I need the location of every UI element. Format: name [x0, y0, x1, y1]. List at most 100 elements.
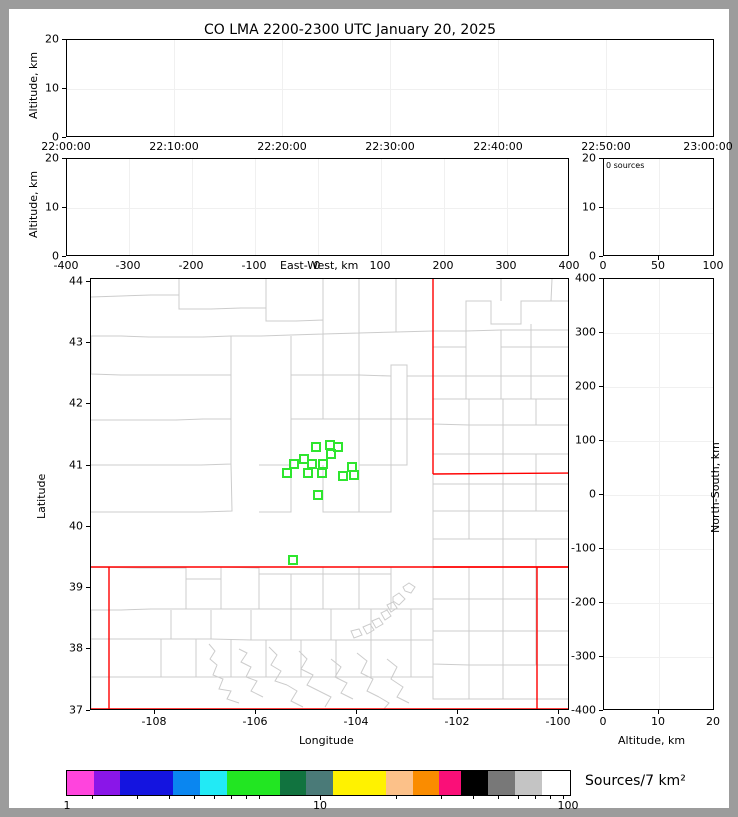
figure-canvas: CO LMA 2200-2300 UTC January 20, 2025 0 … [9, 9, 733, 812]
tick [86, 342, 90, 343]
colorbar-tick-label: 100 [557, 799, 579, 812]
axis-label-altitude: Altitude, km [27, 170, 40, 238]
tick [599, 207, 603, 208]
tick [86, 403, 90, 404]
xtick-label: -104 [343, 715, 369, 728]
axis-label-longitude: Longitude [299, 734, 354, 747]
tick [137, 796, 138, 799]
ytick-label: 20 [582, 151, 596, 165]
colorbar-tail [461, 771, 571, 795]
tick [214, 796, 215, 799]
colorbar-label: Sources/7 km² [585, 773, 686, 789]
east-west-height-panel[interactable] [66, 158, 569, 256]
colorbar-segment [359, 771, 387, 795]
ytick-label: 300 [575, 325, 596, 339]
ytick-label: 42 [69, 396, 83, 410]
lma-source-marker [288, 555, 298, 565]
tick [599, 548, 603, 549]
xtick-label: 20 [706, 715, 720, 728]
ytick-label: 10 [582, 200, 596, 214]
xtick-label: -200 [178, 259, 204, 272]
axis-label-north-south: North-South, km [709, 442, 722, 533]
map-geography [91, 279, 568, 709]
tick [599, 602, 603, 603]
ytick-label: -200 [571, 595, 596, 609]
plan-view-map-panel[interactable] [90, 278, 569, 710]
tick [154, 710, 155, 714]
lma-source-marker [303, 468, 313, 478]
xtick-label: 22:10:00 [149, 140, 199, 153]
tick [86, 587, 90, 588]
tick [320, 796, 321, 800]
tick [558, 710, 559, 714]
xtick-label: 200 [432, 259, 454, 272]
tick [62, 158, 66, 159]
lma-source-marker [326, 449, 336, 459]
colorbar-segment [461, 771, 488, 795]
xtick-label: 22:00:00 [41, 140, 91, 153]
xtick-label: 0 [599, 259, 607, 272]
colorbar-segment [146, 771, 174, 795]
colorbar-segment [279, 771, 307, 795]
ytick-label: 0 [589, 487, 596, 501]
tick [550, 796, 551, 799]
ytick-label: 100 [575, 433, 596, 447]
time-height-panel[interactable] [66, 39, 714, 137]
xtick-label: 22:40:00 [473, 140, 523, 153]
xtick-label: 22:30:00 [365, 140, 415, 153]
tick [86, 648, 90, 649]
tick [62, 88, 66, 89]
xtick-label: 10 [651, 715, 665, 728]
tick [255, 710, 256, 714]
ytick-label: 400 [575, 271, 596, 285]
ytick-label: 37 [69, 703, 83, 717]
ytick-label: 20 [45, 151, 59, 165]
tick [396, 796, 397, 799]
tick [231, 796, 232, 799]
tick [518, 796, 519, 799]
tick [62, 256, 66, 257]
lma-source-marker [282, 468, 292, 478]
ytick-label: 0 [52, 130, 59, 144]
lma-source-marker [289, 459, 299, 469]
colorbar-segment [200, 771, 227, 795]
tick [563, 796, 564, 799]
ytick-label: 0 [52, 249, 59, 263]
xtick-label: 22:20:00 [257, 140, 307, 153]
tick [194, 796, 195, 799]
lma-source-marker [333, 442, 343, 452]
tick [498, 796, 499, 799]
ytick-label: 0 [589, 249, 596, 263]
ytick-label: 20 [45, 32, 59, 46]
tick [62, 207, 66, 208]
xtick-label: 0 [313, 259, 321, 272]
colorbar-segment [226, 771, 254, 795]
xtick-label: -400 [53, 259, 79, 272]
tick [86, 710, 90, 711]
source-count-annotation: 0 sources [606, 161, 645, 170]
xtick-label: 23:00:00 [683, 140, 733, 153]
tick [441, 796, 442, 799]
altitude-histogram-panel[interactable]: 0 sources [603, 158, 714, 256]
ytick-label: -400 [571, 703, 596, 717]
ytick-label: 44 [69, 274, 83, 288]
xtick-label: 100 [702, 259, 724, 272]
tick [658, 256, 659, 260]
axis-label-east-west: East-West, km [280, 259, 359, 272]
lma-source-marker [349, 470, 359, 480]
xtick-label: -106 [242, 715, 268, 728]
xtick-label: -300 [115, 259, 141, 272]
lma-source-marker [338, 471, 348, 481]
tick [599, 332, 603, 333]
colorbar-tick-label: 10 [313, 799, 327, 812]
tick [62, 137, 66, 138]
colorbar-segment [93, 771, 121, 795]
ytick-label: -100 [571, 541, 596, 555]
colorbar-tick-label: 1 [63, 799, 71, 812]
tick [599, 256, 603, 257]
ytick-label: 39 [69, 580, 83, 594]
lma-source-marker [317, 468, 327, 478]
colorbar-segment [488, 771, 515, 795]
north-south-height-panel[interactable] [603, 278, 714, 710]
tick [259, 796, 260, 799]
